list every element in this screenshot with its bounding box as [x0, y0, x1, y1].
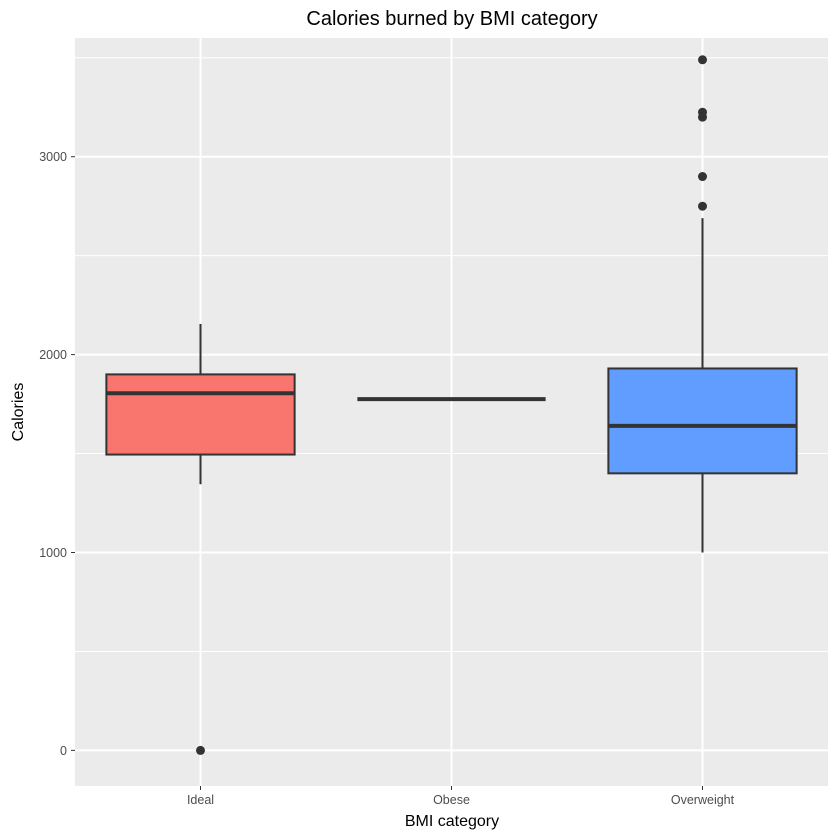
outlier-point: [698, 201, 707, 211]
outlier-point: [196, 745, 205, 755]
y-axis-title: Calories: [10, 383, 27, 442]
outlier-point: [698, 55, 707, 65]
y-tick-label: 2000: [39, 348, 67, 362]
outlier-point: [698, 172, 707, 182]
x-tick-label: Obese: [433, 793, 470, 807]
y-tick-label: 3000: [39, 150, 67, 164]
axes: 0 1000 2000 3000 Ideal Obese Overweight: [39, 150, 734, 807]
x-tick-label: Overweight: [671, 793, 735, 807]
y-tick-label: 1000: [39, 546, 67, 560]
box-layer: [105, 55, 798, 755]
box-iqr: [105, 373, 296, 456]
y-tick-label: 0: [60, 744, 67, 758]
x-axis-title: BMI category: [405, 813, 499, 830]
chart-title: Calories burned by BMI category: [306, 8, 597, 30]
outlier-point: [698, 107, 707, 117]
box-ideal: [105, 323, 296, 755]
box-iqr: [607, 367, 798, 475]
box-overweight: [607, 55, 798, 553]
x-tick-label: Ideal: [187, 793, 214, 807]
